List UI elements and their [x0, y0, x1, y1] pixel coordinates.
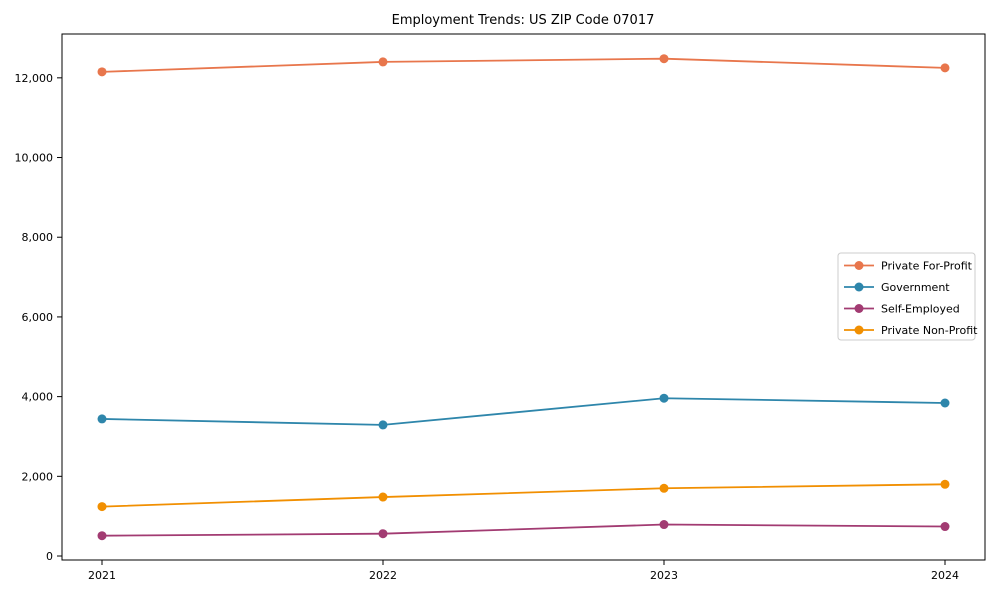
x-tick-label: 2024 — [931, 569, 959, 582]
data-point-marker — [940, 522, 950, 532]
y-tick-label: 2,000 — [22, 470, 54, 483]
y-tick-label: 4,000 — [22, 391, 54, 404]
data-point-marker — [940, 479, 950, 489]
y-tick-label: 10,000 — [15, 152, 54, 165]
legend: Private For-Profit Government Self-Employe… — [837, 252, 978, 341]
x-tick-label: 2023 — [650, 569, 678, 582]
legend-marker — [854, 282, 864, 292]
legend-label: Self-Employed — [881, 303, 960, 316]
legend-label: Private Non-Profit — [881, 324, 978, 337]
legend-item: Government — [844, 281, 950, 294]
y-tick-label: 0 — [46, 550, 53, 563]
data-point-marker — [378, 529, 388, 539]
data-point-marker — [659, 520, 669, 530]
data-point-marker — [940, 63, 950, 73]
series-line-private-for-profit — [101, 57, 946, 73]
y-tick-label: 12,000 — [15, 72, 54, 85]
legend-marker — [854, 325, 864, 335]
data-point-marker — [659, 483, 669, 493]
x-tick-label: 2022 — [369, 569, 397, 582]
data-point-marker — [378, 492, 388, 502]
series-line-self-employed — [101, 523, 946, 537]
chart-title: Employment Trends: US ZIP Code 07017 — [392, 13, 655, 28]
data-point-marker — [97, 502, 107, 512]
y-tick-label: 8,000 — [22, 231, 54, 244]
data-point-marker — [659, 393, 669, 403]
data-point-marker — [659, 54, 669, 64]
y-tick-label: 6,000 — [22, 311, 54, 324]
legend-item: Self-Employed — [844, 303, 960, 316]
plot-frame — [61, 33, 986, 561]
series-line-private-non-profit — [101, 483, 946, 508]
legend-item: Private For-Profit — [844, 260, 973, 273]
data-point-marker — [97, 67, 107, 77]
plot-border — [61, 33, 986, 561]
legend-marker — [854, 261, 864, 270]
legend-box — [837, 252, 976, 341]
x-tick-label: 2021 — [88, 569, 116, 582]
data-point-marker — [97, 531, 107, 541]
legend-label: Government — [881, 281, 950, 294]
axis-ticks: 0 2,000 4,000 6,000 8,000 10,000 12,000 2021 202… — [15, 72, 960, 582]
data-point-marker — [378, 57, 388, 67]
legend-marker — [854, 304, 864, 313]
data-series — [97, 54, 950, 541]
data-point-marker — [97, 414, 107, 424]
legend-item: Private Non-Profit — [844, 324, 978, 337]
data-point-marker — [940, 398, 950, 408]
series-line-government — [101, 397, 946, 426]
data-point-marker — [378, 420, 388, 430]
legend-label: Private For-Profit — [881, 260, 973, 273]
